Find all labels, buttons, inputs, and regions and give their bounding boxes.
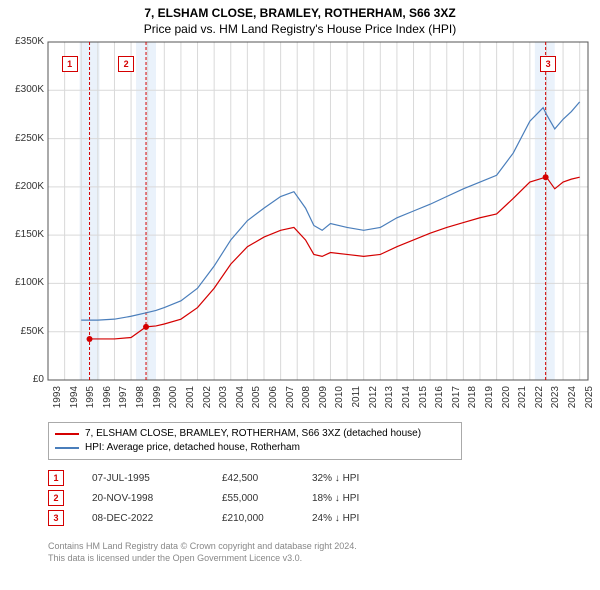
sales-row-price: £55,000 <box>222 493 312 504</box>
sales-row-diff: 18% ↓ HPI <box>312 493 402 504</box>
x-tick-label: 2005 <box>251 386 262 426</box>
sales-row-badge: 2 <box>48 490 64 506</box>
sales-table-row: 2 20-NOV-1998£55,00018% ↓ HPI <box>48 488 402 508</box>
sales-row-diff: 32% ↓ HPI <box>312 473 402 484</box>
sales-row-badge: 3 <box>48 510 64 526</box>
y-tick-label: £0 <box>4 374 44 385</box>
sales-row-diff: 24% ↓ HPI <box>312 513 402 524</box>
y-tick-label: £150K <box>4 229 44 240</box>
x-tick-label: 1995 <box>85 386 96 426</box>
y-tick-label: £50K <box>4 326 44 337</box>
x-tick-label: 2024 <box>567 386 578 426</box>
sales-row-date: 08-DEC-2022 <box>92 513 222 524</box>
x-tick-label: 2019 <box>484 386 495 426</box>
x-tick-label: 1998 <box>135 386 146 426</box>
legend-label-property: 7, ELSHAM CLOSE, BRAMLEY, ROTHERHAM, S66… <box>85 427 421 441</box>
sales-table: 1 07-JUL-1995£42,50032% ↓ HPI 2 20-NOV-1998… <box>48 468 402 528</box>
x-tick-label: 1993 <box>52 386 63 426</box>
x-tick-label: 2017 <box>451 386 462 426</box>
x-tick-label: 2012 <box>368 386 379 426</box>
x-tick-label: 2003 <box>218 386 229 426</box>
x-tick-label: 2000 <box>168 386 179 426</box>
legend-label-hpi: HPI: Average price, detached house, Roth… <box>85 441 300 455</box>
y-tick-label: £200K <box>4 181 44 192</box>
license-line-1: Contains HM Land Registry data © Crown c… <box>48 540 357 552</box>
legend-item-hpi: HPI: Average price, detached house, Roth… <box>55 441 455 455</box>
x-tick-label: 2014 <box>401 386 412 426</box>
x-tick-label: 2002 <box>202 386 213 426</box>
x-tick-label: 2011 <box>351 386 362 426</box>
y-tick-label: £300K <box>4 84 44 95</box>
x-tick-label: 2015 <box>418 386 429 426</box>
x-tick-label: 2010 <box>334 386 345 426</box>
x-tick-label: 2016 <box>434 386 445 426</box>
x-tick-label: 2022 <box>534 386 545 426</box>
legend-item-property: 7, ELSHAM CLOSE, BRAMLEY, ROTHERHAM, S66… <box>55 427 455 441</box>
x-tick-label: 2007 <box>285 386 296 426</box>
x-tick-label: 2018 <box>467 386 478 426</box>
sales-row-price: £210,000 <box>222 513 312 524</box>
sales-table-row: 1 07-JUL-1995£42,50032% ↓ HPI <box>48 468 402 488</box>
x-tick-label: 2008 <box>301 386 312 426</box>
x-tick-label: 1994 <box>69 386 80 426</box>
legend: 7, ELSHAM CLOSE, BRAMLEY, ROTHERHAM, S66… <box>48 422 462 460</box>
sale-marker-badge: 1 <box>62 56 78 72</box>
x-tick-label: 2020 <box>501 386 512 426</box>
license-line-2: This data is licensed under the Open Gov… <box>48 552 357 564</box>
x-tick-label: 2004 <box>235 386 246 426</box>
sales-row-price: £42,500 <box>222 473 312 484</box>
legend-swatch-hpi <box>55 447 79 449</box>
x-tick-label: 2006 <box>268 386 279 426</box>
sale-marker-badge: 2 <box>118 56 134 72</box>
sales-row-date: 20-NOV-1998 <box>92 493 222 504</box>
x-tick-label: 2001 <box>185 386 196 426</box>
license-text: Contains HM Land Registry data © Crown c… <box>48 540 357 564</box>
x-tick-label: 2009 <box>318 386 329 426</box>
x-tick-label: 2021 <box>517 386 528 426</box>
x-tick-label: 1996 <box>102 386 113 426</box>
y-tick-label: £100K <box>4 277 44 288</box>
figure: 7, ELSHAM CLOSE, BRAMLEY, ROTHERHAM, S66… <box>0 0 600 590</box>
line-chart <box>0 0 600 400</box>
sale-marker-badge: 3 <box>540 56 556 72</box>
y-tick-label: £350K <box>4 36 44 47</box>
legend-swatch-property <box>55 433 79 435</box>
y-tick-label: £250K <box>4 133 44 144</box>
x-tick-label: 1997 <box>118 386 129 426</box>
x-tick-label: 2025 <box>584 386 595 426</box>
x-tick-label: 2013 <box>384 386 395 426</box>
x-tick-label: 1999 <box>152 386 163 426</box>
x-tick-label: 2023 <box>550 386 561 426</box>
sales-table-row: 3 08-DEC-2022£210,00024% ↓ HPI <box>48 508 402 528</box>
sales-row-date: 07-JUL-1995 <box>92 473 222 484</box>
sales-row-badge: 1 <box>48 470 64 486</box>
